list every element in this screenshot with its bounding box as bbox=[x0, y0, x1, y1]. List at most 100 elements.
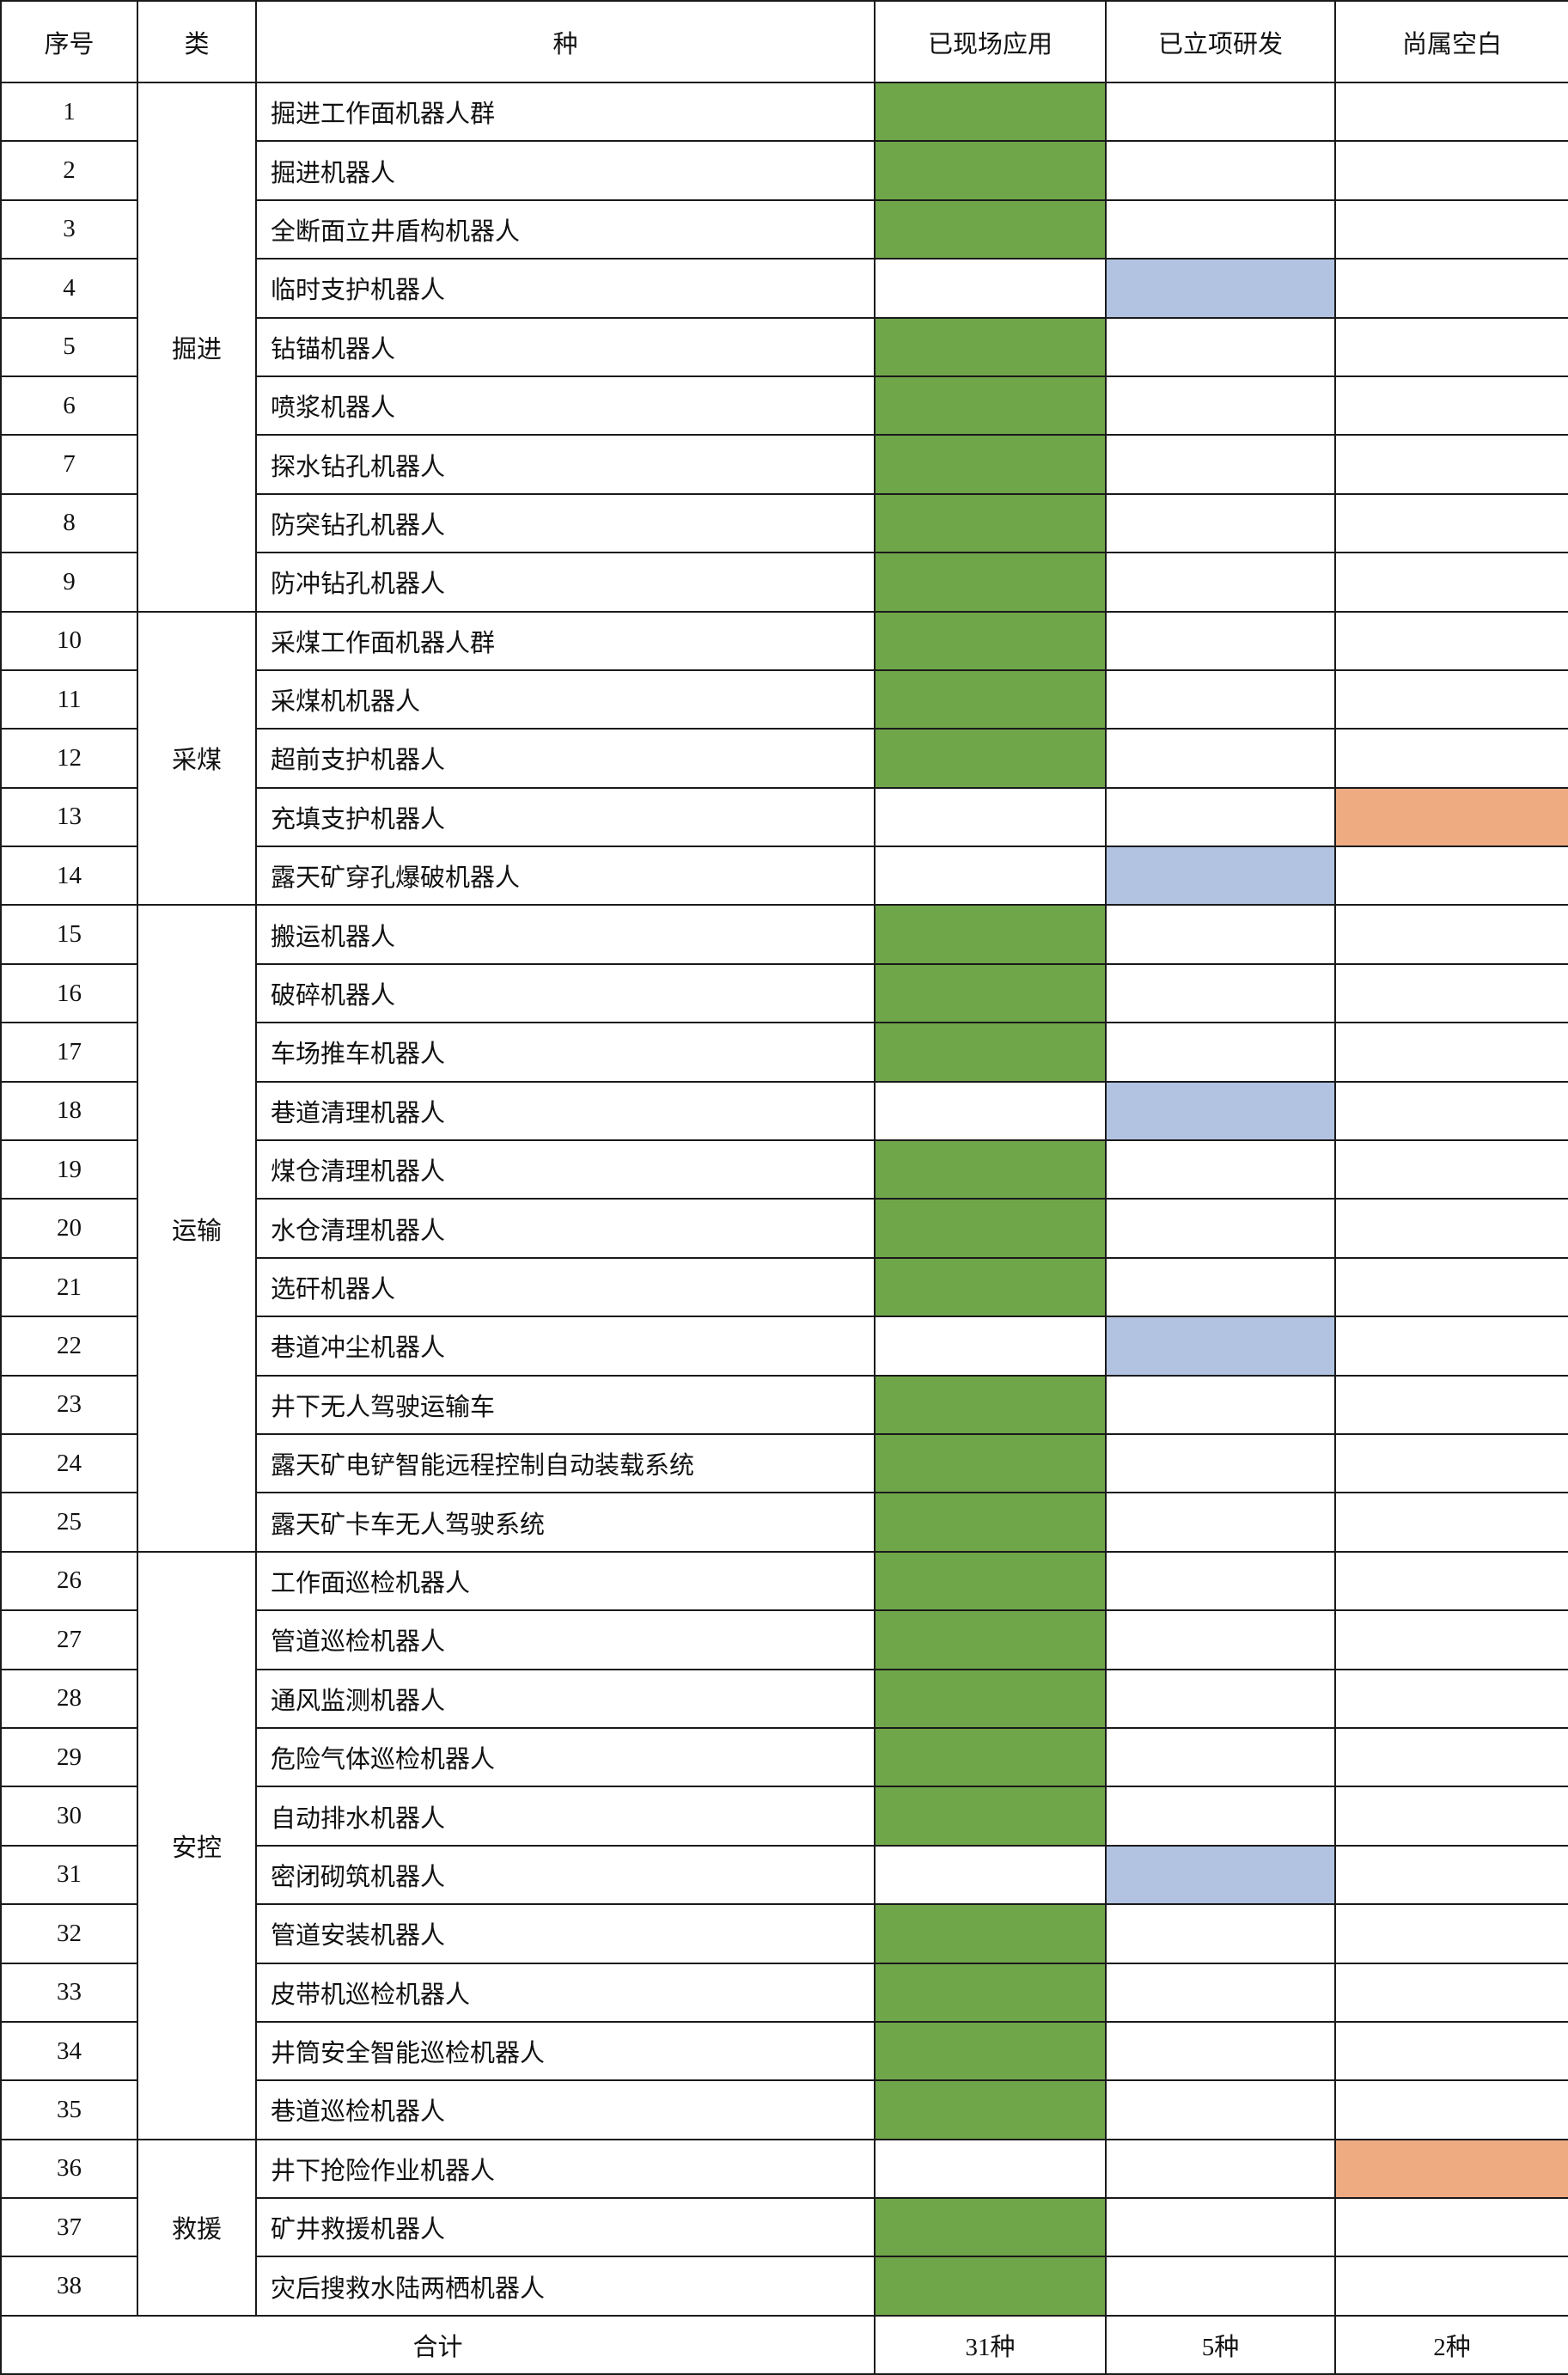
status-cell-research bbox=[1105, 1374, 1336, 1435]
header-category: 类 bbox=[137, 0, 257, 83]
status-cell-research bbox=[1105, 728, 1336, 789]
status-cell-blank bbox=[1334, 140, 1568, 201]
table-row: 20 水仓清理机器人 bbox=[0, 1198, 1568, 1259]
status-cell-applied bbox=[874, 1903, 1107, 1964]
row-index: 35 bbox=[0, 2079, 138, 2140]
status-cell-blank bbox=[1334, 1080, 1568, 1142]
row-index: 27 bbox=[0, 1609, 138, 1670]
status-cell-applied bbox=[874, 1080, 1107, 1142]
table-row: 2 掘进机器人 bbox=[0, 140, 1568, 201]
robot-type-name: 井下无人驾驶运输车 bbox=[255, 1374, 876, 1435]
table-row: 22 巷道冲尘机器人 bbox=[0, 1316, 1568, 1377]
table-row: 28 通风监测机器人 bbox=[0, 1668, 1568, 1729]
row-index: 18 bbox=[0, 1080, 138, 1142]
status-cell-blank bbox=[1334, 434, 1568, 495]
row-index: 2 bbox=[0, 140, 138, 201]
header-applied: 已现场应用 bbox=[874, 0, 1107, 83]
row-index: 12 bbox=[0, 728, 138, 789]
row-index: 4 bbox=[0, 258, 138, 319]
status-cell-applied bbox=[874, 728, 1107, 789]
robot-type-name: 水仓清理机器人 bbox=[255, 1198, 876, 1259]
robot-type-name: 露天矿穿孔爆破机器人 bbox=[255, 846, 876, 907]
status-cell-research bbox=[1105, 1786, 1336, 1847]
table-row: 30 自动排水机器人 bbox=[0, 1786, 1568, 1847]
status-cell-research bbox=[1105, 316, 1336, 377]
status-cell-blank bbox=[1334, 1139, 1568, 1200]
status-cell-blank bbox=[1334, 1726, 1568, 1788]
status-cell-blank bbox=[1334, 375, 1568, 437]
row-index: 20 bbox=[0, 1198, 138, 1259]
status-cell-research bbox=[1105, 1432, 1336, 1494]
status-cell-applied bbox=[874, 1022, 1107, 1083]
status-cell-research bbox=[1105, 2020, 1336, 2082]
status-cell-research bbox=[1105, 1726, 1336, 1788]
status-cell-research bbox=[1105, 434, 1336, 495]
status-cell-applied bbox=[874, 198, 1107, 260]
row-index: 38 bbox=[0, 2256, 138, 2317]
header-type: 种 bbox=[255, 0, 876, 83]
table-row: 8 防突钻孔机器人 bbox=[0, 492, 1568, 554]
status-cell-blank bbox=[1334, 1609, 1568, 1670]
table-row: 33 皮带机巡检机器人 bbox=[0, 1962, 1568, 2023]
status-cell-blank bbox=[1334, 1256, 1568, 1318]
table-row: 38 灾后搜救水陆两栖机器人 bbox=[0, 2256, 1568, 2317]
row-index: 16 bbox=[0, 962, 138, 1024]
robot-type-name: 工作面巡检机器人 bbox=[255, 1550, 876, 1612]
category-cell: 运输 bbox=[137, 904, 257, 1553]
status-cell-applied bbox=[874, 904, 1107, 965]
status-cell-blank bbox=[1334, 610, 1568, 671]
row-index: 17 bbox=[0, 1022, 138, 1083]
status-cell-applied bbox=[874, 552, 1107, 613]
row-index: 23 bbox=[0, 1374, 138, 1435]
status-cell-blank bbox=[1334, 1374, 1568, 1435]
robot-type-name: 车场推车机器人 bbox=[255, 1022, 876, 1083]
robot-type-name: 防突钻孔机器人 bbox=[255, 492, 876, 554]
robot-type-name: 全断面立井盾构机器人 bbox=[255, 198, 876, 260]
status-cell-research bbox=[1105, 1844, 1336, 1906]
row-index: 14 bbox=[0, 846, 138, 907]
row-index: 11 bbox=[0, 669, 138, 730]
status-cell-applied bbox=[874, 1550, 1107, 1612]
status-cell-applied bbox=[874, 2020, 1107, 2082]
status-cell-research bbox=[1105, 846, 1336, 907]
table-row: 34 井筒安全智能巡检机器人 bbox=[0, 2020, 1568, 2082]
category-cell: 掘进 bbox=[137, 82, 257, 613]
status-cell-applied bbox=[874, 1726, 1107, 1788]
table-row: 4 临时支护机器人 bbox=[0, 258, 1568, 319]
status-cell-applied bbox=[874, 140, 1107, 201]
status-cell-research bbox=[1105, 2138, 1336, 2200]
status-cell-applied bbox=[874, 81, 1107, 143]
row-index: 37 bbox=[0, 2197, 138, 2258]
status-cell-research bbox=[1105, 1316, 1336, 1377]
table-row: 26 安控 工作面巡检机器人 bbox=[0, 1550, 1568, 2140]
table-row: 16 破碎机器人 bbox=[0, 962, 1568, 1024]
row-index: 10 bbox=[0, 610, 138, 671]
row-index: 21 bbox=[0, 1256, 138, 1318]
status-cell-applied bbox=[874, 2079, 1107, 2140]
status-cell-blank bbox=[1334, 552, 1568, 613]
row-index: 22 bbox=[0, 1316, 138, 1377]
robot-type-name: 临时支护机器人 bbox=[255, 258, 876, 319]
table-row: 13 充填支护机器人 bbox=[0, 786, 1568, 848]
row-index: 28 bbox=[0, 1668, 138, 1729]
category-cell: 安控 bbox=[137, 1550, 257, 2140]
robot-type-name: 掘进工作面机器人群 bbox=[255, 81, 876, 143]
status-cell-research bbox=[1105, 786, 1336, 848]
status-cell-applied bbox=[874, 258, 1107, 319]
status-cell-blank bbox=[1334, 2138, 1568, 2200]
status-cell-applied bbox=[874, 669, 1107, 730]
status-cell-research bbox=[1105, 1903, 1336, 1964]
robot-type-name: 露天矿卡车无人驾驶系统 bbox=[255, 1492, 876, 1553]
table-row: 29 危险气体巡检机器人 bbox=[0, 1726, 1568, 1788]
status-cell-blank bbox=[1334, 1550, 1568, 1612]
table-row: 10 采煤 采煤工作面机器人群 bbox=[0, 610, 1568, 907]
status-cell-research bbox=[1105, 1139, 1336, 1200]
status-cell-blank bbox=[1334, 1022, 1568, 1083]
status-cell-blank bbox=[1334, 2256, 1568, 2317]
robot-type-name: 灾后搜救水陆两栖机器人 bbox=[255, 2256, 876, 2317]
status-cell-research bbox=[1105, 140, 1336, 201]
table-row: 25 露天矿卡车无人驾驶系统 bbox=[0, 1492, 1568, 1553]
table-row: 12 超前支护机器人 bbox=[0, 728, 1568, 789]
status-cell-blank bbox=[1334, 1198, 1568, 1259]
